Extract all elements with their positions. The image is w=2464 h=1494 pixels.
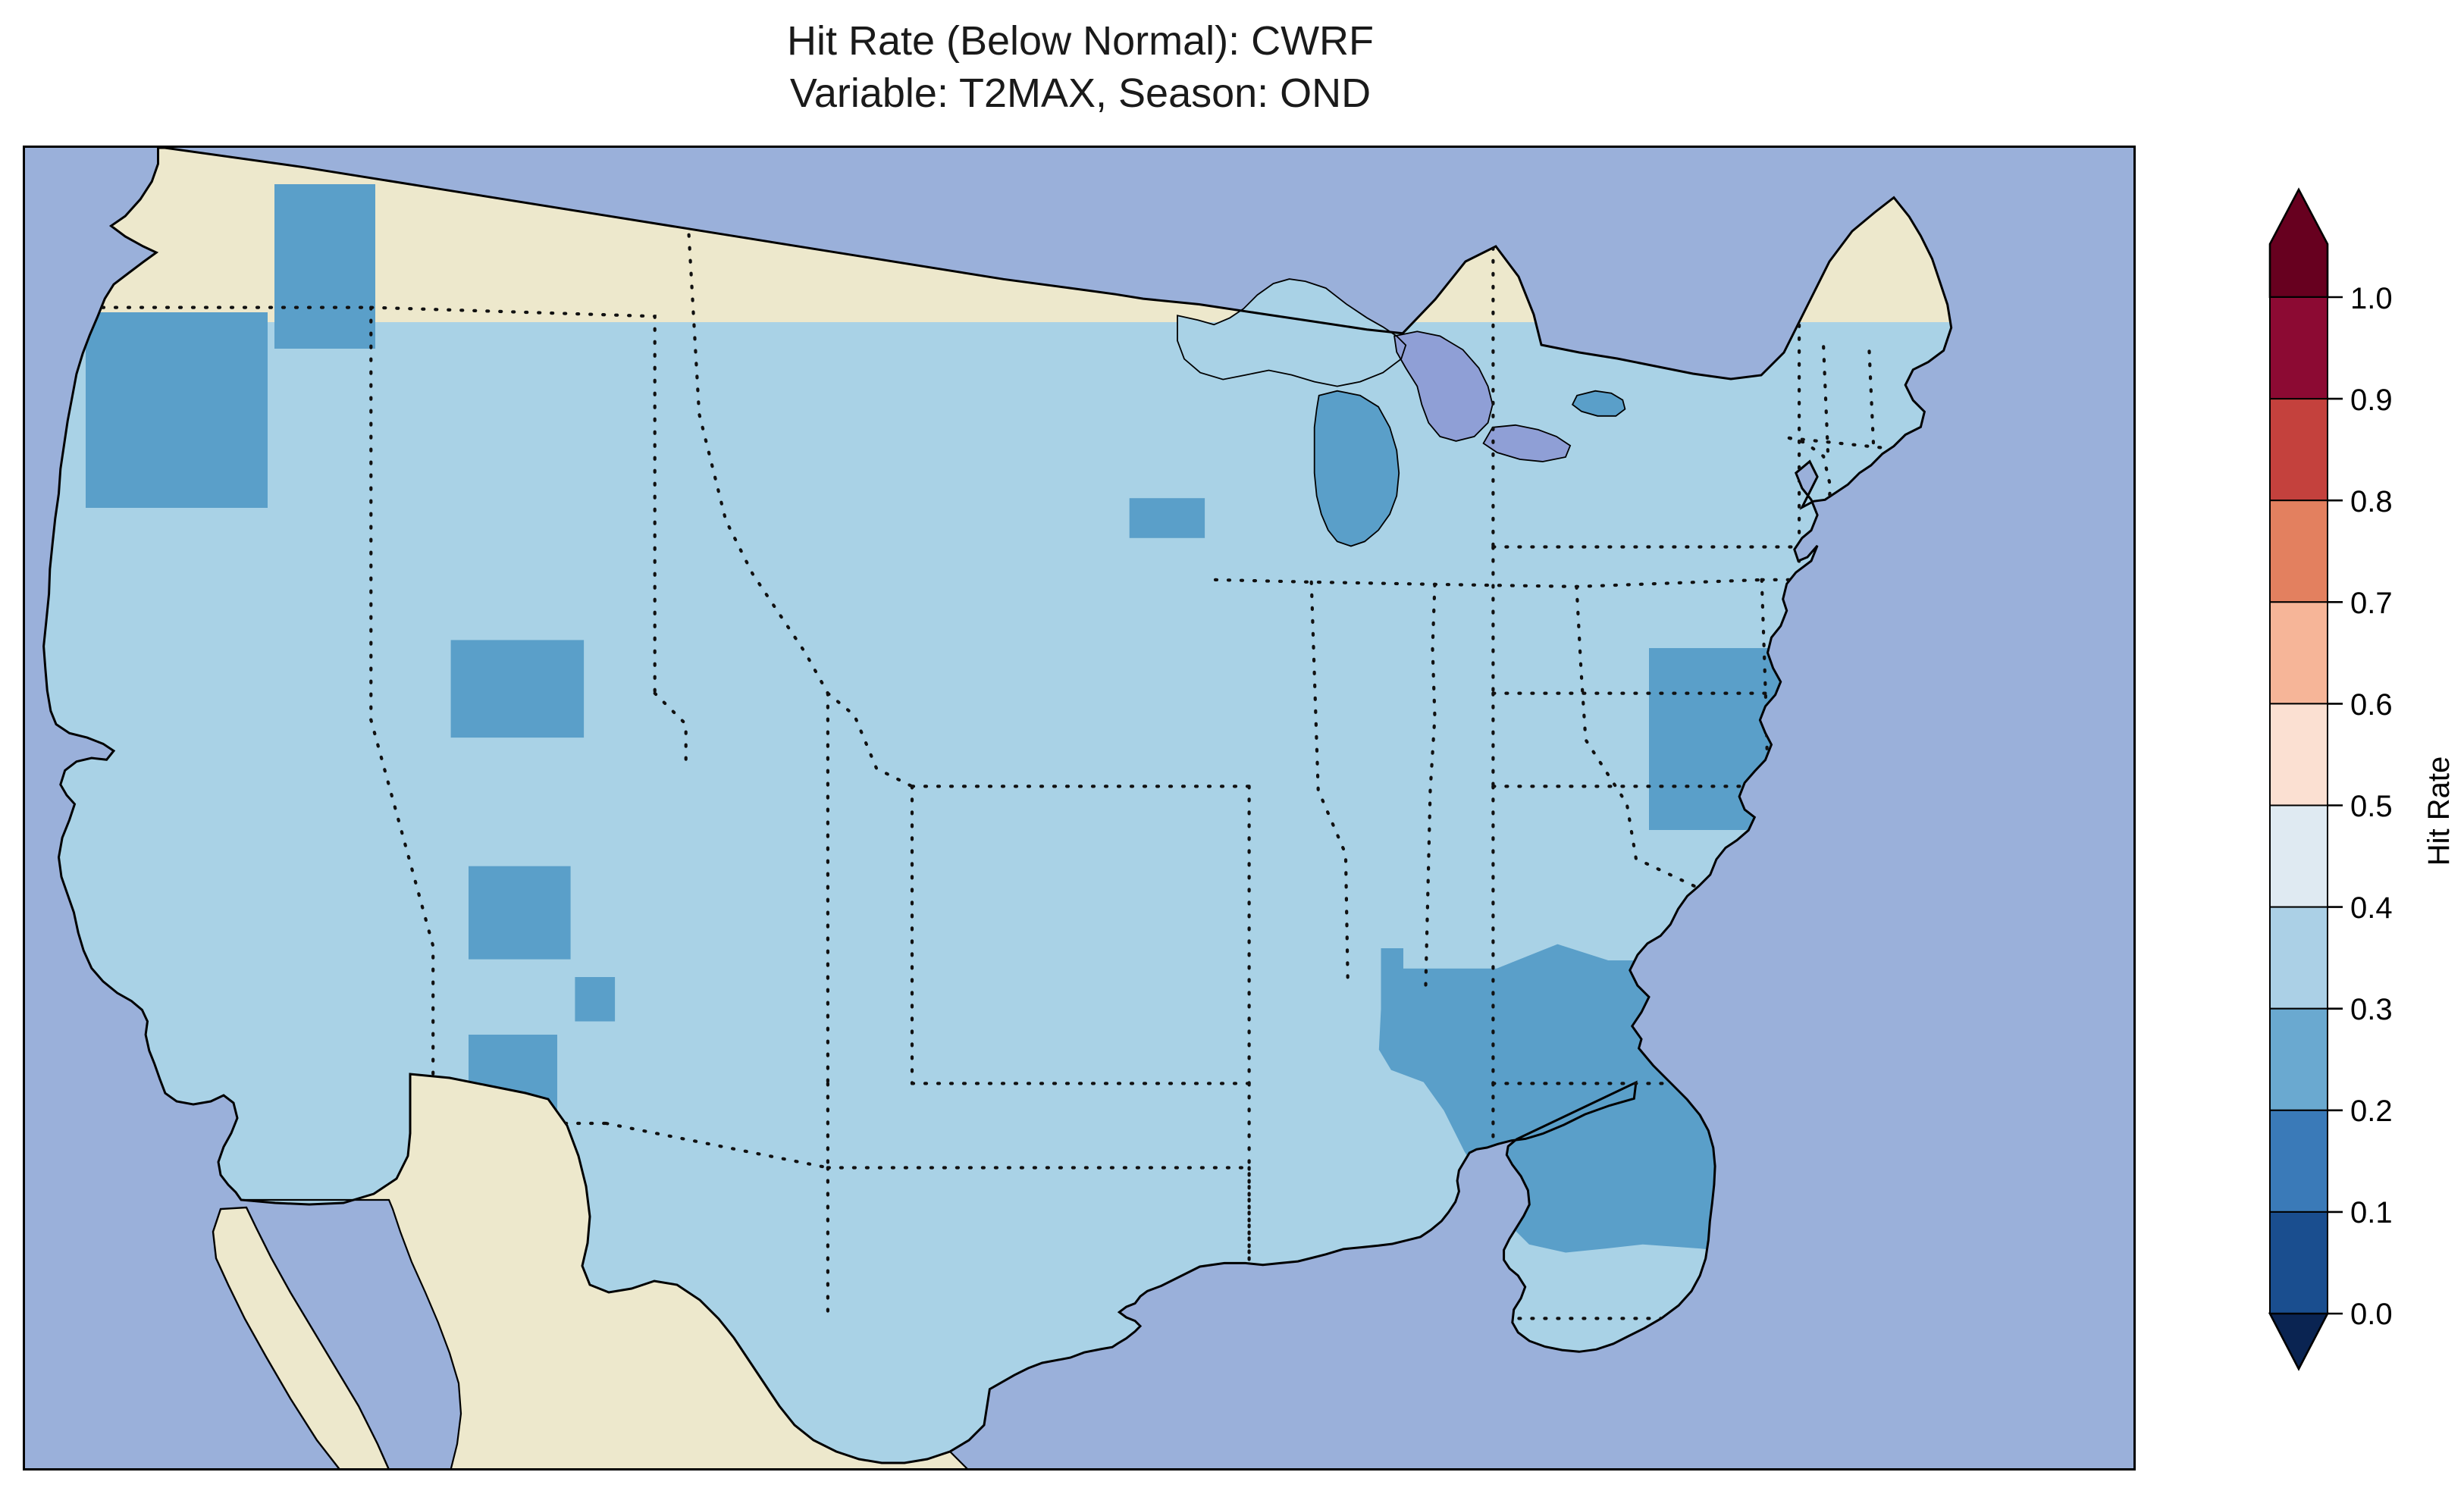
svg-text:0.8: 0.8 [2350, 485, 2393, 518]
svg-text:0.4: 0.4 [2350, 891, 2393, 925]
svg-text:0.0: 0.0 [2350, 1298, 2393, 1331]
svg-text:0.7: 0.7 [2350, 587, 2393, 620]
svg-text:0.6: 0.6 [2350, 688, 2393, 722]
svg-text:0.5: 0.5 [2350, 790, 2393, 823]
svg-text:0.3: 0.3 [2350, 993, 2393, 1026]
svg-text:0.9: 0.9 [2350, 384, 2393, 417]
svg-text:1.0: 1.0 [2350, 282, 2393, 315]
svg-text:0.2: 0.2 [2350, 1095, 2393, 1128]
svg-text:Hit Rate: Hit Rate [2422, 756, 2456, 866]
svg-text:0.1: 0.1 [2350, 1196, 2393, 1229]
